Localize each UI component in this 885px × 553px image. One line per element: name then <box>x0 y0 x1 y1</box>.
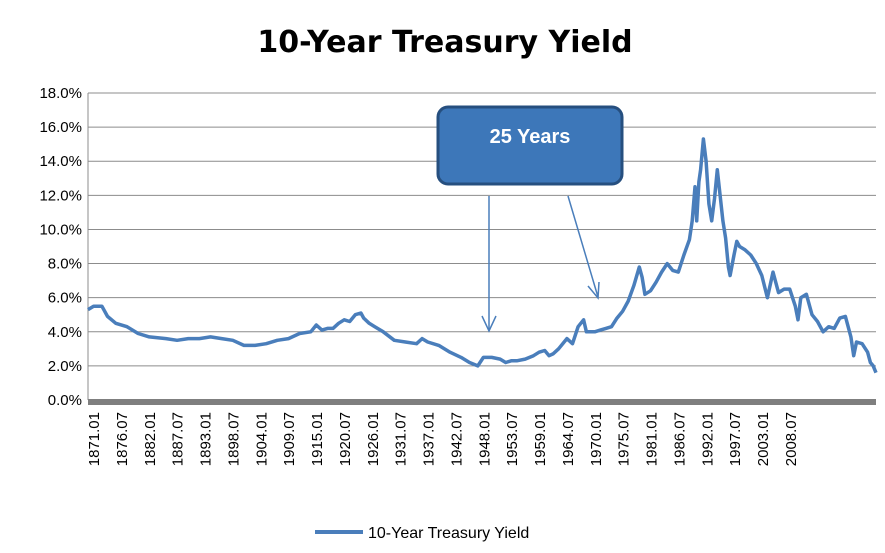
y-tick-label: 12.0% <box>39 187 82 204</box>
chart-title: 10-Year Treasury Yield <box>257 25 632 60</box>
x-tick-label: 1931.07 <box>393 412 410 466</box>
y-tick-label: 16.0% <box>39 119 82 136</box>
x-tick: 1992.01 <box>699 412 716 466</box>
x-tick: 1898.07 <box>225 412 242 466</box>
x-tick: 1986.07 <box>671 412 688 466</box>
x-tick: 1931.07 <box>393 412 410 466</box>
x-tick: 1975.07 <box>616 412 633 466</box>
x-tick-label: 1926.01 <box>365 412 382 466</box>
x-axis-ticks: 1871.01 1876.07 1882.01 1887.07 1893.01 1898.… <box>86 412 800 466</box>
x-tick: 1948.01 <box>476 412 493 466</box>
x-tick-label: 1898.07 <box>225 412 242 466</box>
x-tick: 1997.07 <box>727 412 744 466</box>
x-tick-label: 1937.01 <box>421 412 438 466</box>
callout-arrow <box>567 195 599 298</box>
x-tick-label: 1997.07 <box>727 412 744 466</box>
x-tick-label: 1981.01 <box>644 412 661 466</box>
x-tick-label: 1920.07 <box>337 412 354 466</box>
x-tick: 1953.07 <box>504 412 521 466</box>
y-tick-label: 10.0% <box>39 221 82 238</box>
x-tick-label: 1992.01 <box>699 412 716 466</box>
x-tick-label: 1915.01 <box>309 412 326 466</box>
x-tick: 1904.01 <box>253 412 270 466</box>
x-tick-label: 1904.01 <box>253 412 270 466</box>
legend-label: 10-Year Treasury Yield <box>368 525 529 542</box>
legend: 10-Year Treasury Yield <box>315 525 529 542</box>
x-tick: 1882.01 <box>142 412 159 466</box>
x-tick: 1937.01 <box>421 412 438 466</box>
x-tick: 1964.07 <box>560 412 577 466</box>
x-tick: 1981.01 <box>644 412 661 466</box>
x-tick-label: 1975.07 <box>616 412 633 466</box>
x-tick-label: 1970.01 <box>588 412 605 466</box>
x-tick: 1926.01 <box>365 412 382 466</box>
x-tick: 1915.01 <box>309 412 326 466</box>
x-tick: 1942.07 <box>448 412 465 466</box>
x-tick-label: 1986.07 <box>671 412 688 466</box>
arrow-head <box>481 315 497 333</box>
x-tick: 1893.01 <box>198 412 215 466</box>
x-tick-label: 1948.01 <box>476 412 493 466</box>
x-tick-label: 1953.07 <box>504 412 521 466</box>
x-tick: 2003.01 <box>755 412 772 466</box>
x-tick: 1920.07 <box>337 412 354 466</box>
series-layer <box>87 137 878 374</box>
x-tick: 1876.07 <box>114 412 131 466</box>
x-tick-label: 1893.01 <box>198 412 215 466</box>
x-tick-label: 1871.01 <box>86 412 103 466</box>
y-tick-label: 2.0% <box>48 358 82 375</box>
x-tick: 2008.07 <box>783 412 800 466</box>
y-tick-label: 6.0% <box>48 290 82 307</box>
x-axis-band <box>88 399 876 405</box>
x-tick-label: 2008.07 <box>783 412 800 466</box>
arrow-head <box>587 281 600 300</box>
x-tick-label: 1887.07 <box>170 412 187 466</box>
y-tick-label: 0.0% <box>48 392 82 409</box>
annotation-layer: 25 Years <box>436 105 624 333</box>
y-tick-label: 4.0% <box>48 324 82 341</box>
callout-box <box>436 105 624 186</box>
x-tick-label: 1964.07 <box>560 412 577 466</box>
x-tick-label: 2003.01 <box>755 412 772 466</box>
x-tick-label: 1882.01 <box>142 412 159 466</box>
x-tick: 1887.07 <box>170 412 187 466</box>
y-axis-ticks: 0.0% 2.0% 4.0% 6.0% 8.0% 10.0% 12.0% 14.0% 16.0%… <box>39 85 82 409</box>
x-tick-label: 1959.01 <box>532 412 549 466</box>
x-tick: 1871.01 <box>86 412 103 466</box>
y-tick-label: 14.0% <box>39 153 82 170</box>
x-tick: 1959.01 <box>532 412 549 466</box>
grid-lines <box>87 92 876 405</box>
x-tick: 1970.01 <box>588 412 605 466</box>
callout-label: 25 Years <box>490 126 571 148</box>
x-tick-label: 1909.07 <box>281 412 298 466</box>
series-line <box>87 137 878 374</box>
y-tick-label: 18.0% <box>39 85 82 102</box>
y-tick-label: 8.0% <box>48 256 82 273</box>
x-tick-label: 1942.07 <box>448 412 465 466</box>
x-tick-label: 1876.07 <box>114 412 131 466</box>
x-tick: 1909.07 <box>281 412 298 466</box>
